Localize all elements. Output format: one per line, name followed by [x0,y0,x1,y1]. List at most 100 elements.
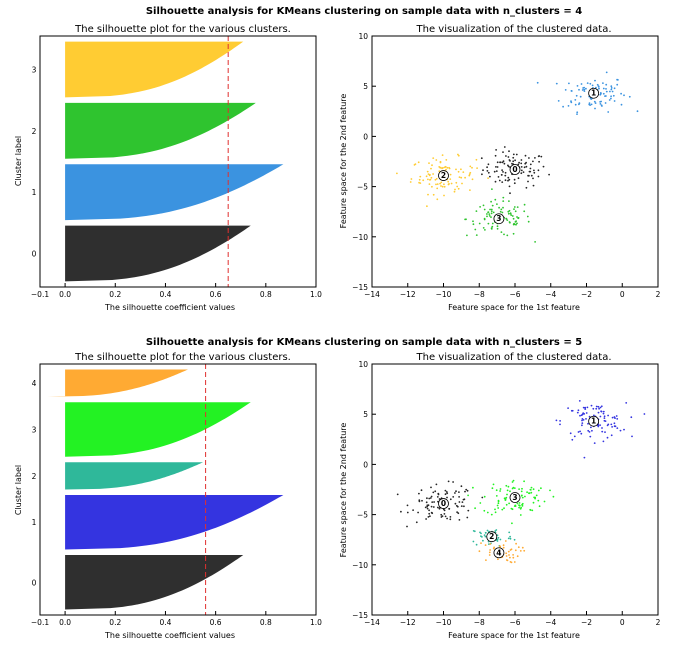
scatter-point-2 [426,205,428,208]
scatter-point-3 [482,227,485,229]
scatter-point-4 [497,558,499,561]
scatter-point-1 [588,431,591,433]
scatter-point-1 [570,90,573,92]
scatter-point-3 [491,204,494,207]
cluster-center-label-3: 3 [496,214,501,223]
scatter-point-0 [430,486,432,489]
scatter-point-3 [483,208,486,211]
scatter-point-0 [540,155,543,158]
scatter-point-2 [455,168,457,171]
scatter-point-2 [445,159,448,161]
scatter-point-4 [502,546,505,549]
scatter-point-3 [499,488,502,490]
scatter-point-4 [510,548,513,551]
cluster-center-1 [588,87,600,99]
scatter-point-3 [494,198,497,201]
scatter-point-3 [495,489,498,492]
x-tick-label: −8 [474,290,485,299]
scatter-point-1 [602,410,605,413]
scatter-point-3 [503,233,505,236]
scatter-point-0 [527,174,529,177]
scatter-point-2 [443,183,445,186]
scatter-point-4 [489,543,492,545]
scatter-point-2 [449,178,452,181]
scatter-point-1 [583,413,586,415]
scatter-point-2 [438,166,441,168]
scatter-xlabel-bottom: Feature space for the 1st feature [448,631,580,640]
scatter-point-2 [507,537,510,540]
scatter-point-0 [525,186,528,189]
scatter-point-3 [475,234,478,237]
x-tick-label: 1.0 [310,618,322,627]
scatter-point-2 [425,175,428,178]
cluster-center-label-0: 0 [512,165,517,174]
x-tick-label: −14 [364,290,380,299]
scatter-point-2 [455,181,458,184]
y-tick-label: 10 [358,32,368,41]
scatter-point-3 [509,212,512,215]
scatter-point-1 [536,81,539,84]
scatter-point-0 [481,496,484,499]
scatter-point-0 [449,498,452,501]
x-tick-label: 0 [620,290,625,299]
scatter-point-1 [602,82,604,84]
scatter-point-0 [458,501,461,503]
scatter-point-1 [597,425,600,428]
scatter-point-2 [462,171,465,174]
scatter-point-3 [509,490,511,493]
scatter-point-3 [506,234,509,237]
x-tick-label: 2 [656,290,661,299]
scatter-point-4 [513,561,516,563]
scatter-point-0 [529,167,532,170]
scatter-point-0 [445,491,448,493]
scatter-point-3 [511,481,514,483]
scatter-point-2 [464,176,466,179]
silhouette-cluster-labels-top: 0 1 2 3 [32,65,37,258]
scatter-point-1 [604,420,607,422]
scatter-point-4 [516,555,519,558]
scatter-point-0 [418,499,421,502]
scatter-point-2 [445,168,447,171]
scatter-point-0 [460,505,463,507]
scatter-point-1 [571,438,574,441]
scatter-point-1 [579,414,581,417]
scatter-point-0 [432,491,435,494]
x-tick-label: 0 [620,618,625,627]
scatter-point-0 [508,178,511,181]
scatter-point-2 [469,165,472,168]
scatter-point-2 [468,174,471,177]
scatter-point-2 [440,185,442,187]
scatter-point-1 [584,408,587,410]
scatter-point-2 [428,174,431,177]
cluster-label-2: 2 [32,127,37,136]
scatter-point-4 [521,546,524,549]
scatter-point-2 [487,177,489,180]
scatter-point-3 [507,485,510,488]
scatter-point-0 [501,181,504,184]
scatter-point-4 [504,540,507,542]
scatter-point-2 [457,154,460,157]
scatter-point-3 [491,487,494,490]
scatter-point-1 [592,407,595,410]
scatter-point-1 [583,88,586,91]
scatter-point-1 [589,82,592,85]
silhouette-bars-top [65,41,284,282]
scatter-point-2 [473,530,476,533]
scatter-point-2 [499,538,502,541]
scatter-point-3 [530,486,533,489]
scatter-point-3 [501,508,504,511]
scatter-point-1 [615,415,618,417]
scatter-point-0 [501,161,504,164]
scatter-point-4 [484,544,487,546]
y-tick-label: 5 [363,410,368,419]
scatter-point-4 [488,551,491,554]
scatter-point-3 [508,221,511,223]
scatter-point-3 [491,188,493,191]
scatter-point-0 [486,166,488,169]
scatter-point-1 [579,95,582,98]
scatter-point-0 [444,515,447,518]
scatter-point-1 [610,95,612,98]
scatter-point-1 [600,100,602,103]
x-tick-label: 0.8 [260,618,272,627]
cluster-label-0: 0 [32,578,37,587]
